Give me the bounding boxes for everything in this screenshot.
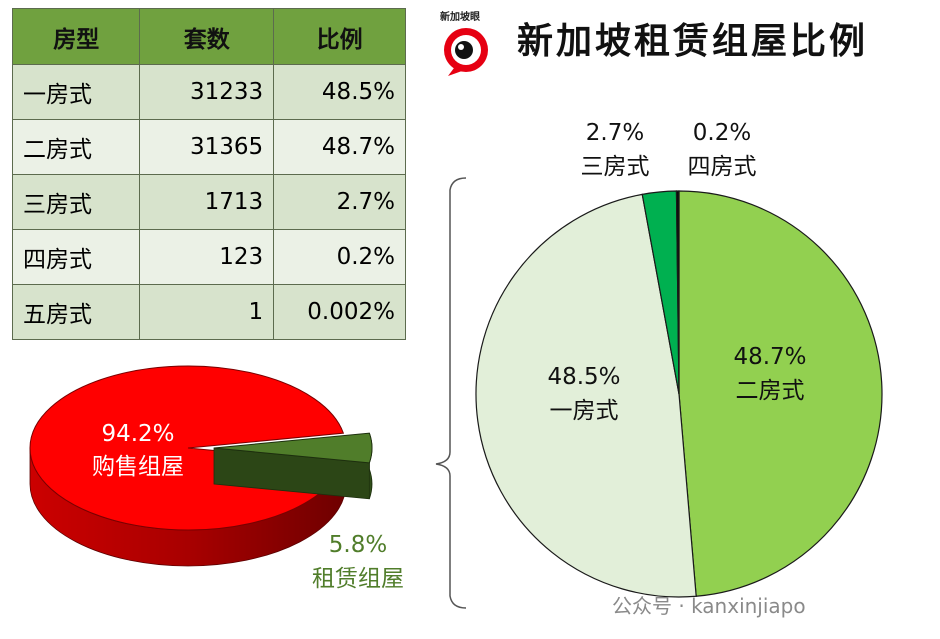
table-cell: 1 xyxy=(139,284,275,340)
pie-room-types: 48.7% 二房式 48.5% 一房式 2.7% 三房式 0.2% 四房式 xyxy=(475,120,883,598)
table-cell: 31365 xyxy=(139,119,275,175)
pie-slice-four-room xyxy=(675,190,680,395)
table-cell: 31233 xyxy=(139,64,275,120)
table-cell: 1713 xyxy=(139,174,275,230)
table-cell: 二房式 xyxy=(11,119,141,175)
bracket-connector xyxy=(435,177,467,609)
pie3d-label-sale-value: 94.2% xyxy=(101,421,174,447)
table-cell: 48.5% xyxy=(273,64,406,120)
pie-label-four-room-value: 0.2% xyxy=(693,120,751,146)
table-row: 二房式 31365 48.7% xyxy=(11,119,406,175)
pie-label-four-room-name: 四房式 xyxy=(688,154,757,180)
logo-text: 新加坡眼 xyxy=(440,12,480,23)
table-cell: 一房式 xyxy=(11,64,141,120)
table-cell: 四房式 xyxy=(11,229,141,285)
watermark: 公众号 · kanxinjiapo xyxy=(612,594,806,618)
table-row: 三房式 1713 2.7% xyxy=(11,174,406,230)
pie-slice-one-room xyxy=(475,193,697,598)
pie-label-two-room-name: 二房式 xyxy=(736,378,805,404)
header-room-type: 房型 xyxy=(11,8,141,65)
pie-sale-vs-rent: 94.2% 购售组屋 5.8% 租赁组屋 xyxy=(29,365,404,592)
table-cell: 五房式 xyxy=(11,284,141,340)
pie3d-slice-rent xyxy=(213,432,373,464)
table-row: 一房式 31233 48.5% xyxy=(11,64,406,120)
pie-label-one-room-name: 一房式 xyxy=(550,398,619,424)
page-title: 新加坡租赁组屋比例 xyxy=(517,21,869,62)
data-table: 房型 套数 比例 一房式 31233 48.5% 二房式 31365 48.7%… xyxy=(11,8,406,340)
table-cell: 0.002% xyxy=(273,284,406,340)
pie-label-three-room-name: 三房式 xyxy=(581,154,650,180)
table-cell: 2.7% xyxy=(273,174,406,230)
table-cell: 48.7% xyxy=(273,119,406,175)
pie3d-label-rent-name: 租赁组屋 xyxy=(312,566,404,592)
logo-icon xyxy=(444,28,488,76)
pie-label-one-room-value: 48.5% xyxy=(547,364,620,390)
pie3d-label-sale-name: 购售组屋 xyxy=(92,454,184,480)
pie-label-three-room-value: 2.7% xyxy=(586,120,644,146)
pie-label-two-room-value: 48.7% xyxy=(733,344,806,370)
table-row: 五房式 1 0.002% xyxy=(11,284,406,340)
table-cell: 三房式 xyxy=(11,174,141,230)
table-header-row: 房型 套数 比例 xyxy=(11,8,406,65)
pie-slice-two-room xyxy=(678,190,883,597)
pie3d-label-rent-value: 5.8% xyxy=(329,532,387,558)
